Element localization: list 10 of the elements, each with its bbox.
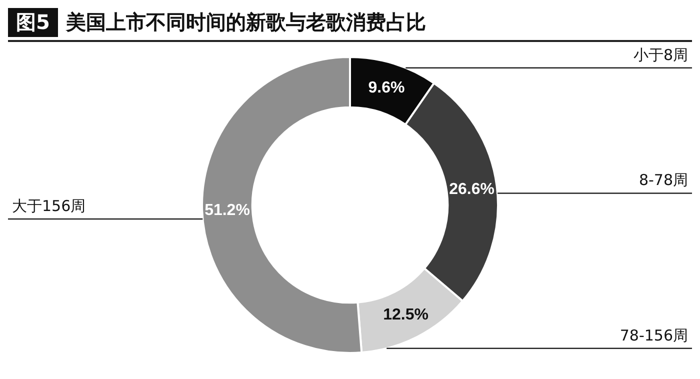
data-label: 12.5% — [383, 306, 429, 323]
data-label: 9.6% — [368, 79, 405, 96]
slice-label: 78-156周 — [620, 326, 688, 344]
chart-title: 美国上市不同时间的新歌与老歌消费占比 — [66, 9, 426, 36]
slice-label: 小于8周 — [633, 46, 688, 64]
data-label: 26.6% — [449, 180, 494, 198]
data-label: 51.2% — [204, 201, 250, 218]
caption: 图5 — [8, 8, 58, 37]
slice-label: 8-78周 — [638, 171, 688, 190]
slice-label: 大于156周 — [12, 196, 86, 215]
